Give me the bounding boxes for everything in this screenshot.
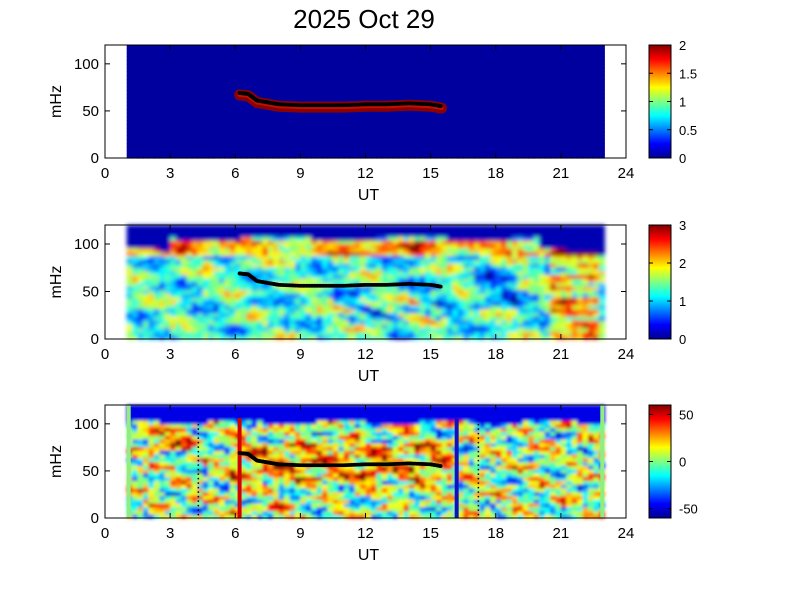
x-axis-label: UT bbox=[358, 187, 380, 204]
page-title: 2025 Oct 29 bbox=[293, 4, 435, 34]
x-axis-label: UT bbox=[358, 368, 380, 385]
panel-1: 0 3 6 9 12 15 18 21 24 0 50 100 UT mHz 0 0.5 1 1.5 2 bbox=[48, 38, 697, 204]
x-tick-label: 0 bbox=[101, 165, 109, 182]
x-tick-label: 18 bbox=[487, 165, 504, 182]
trace-point bbox=[438, 464, 443, 468]
y-tick-label: 50 bbox=[82, 103, 99, 120]
colorbar-tick-label: 50 bbox=[679, 407, 693, 422]
x-tick-label: 24 bbox=[618, 346, 635, 363]
colorbar-tick-label: 0 bbox=[679, 455, 686, 470]
colorbar-tick-label: 0 bbox=[679, 151, 686, 166]
x-tick-label: 9 bbox=[296, 165, 304, 182]
x-tick-label: 24 bbox=[618, 525, 635, 542]
x-tick-label: 9 bbox=[296, 525, 304, 542]
x-tick-label: 21 bbox=[553, 525, 570, 542]
x-tick-label: 21 bbox=[553, 165, 570, 182]
x-tick-label: 6 bbox=[231, 346, 239, 363]
trace bbox=[237, 451, 443, 468]
colorbar: 50 0 -50 bbox=[648, 404, 698, 519]
y-tick-label: 50 bbox=[82, 284, 99, 301]
colorbar-tick-label: 1.5 bbox=[679, 66, 697, 81]
colorbar-tick-label: 1 bbox=[679, 95, 686, 110]
edge-left bbox=[126, 405, 131, 518]
colorbar-tick-label: 1 bbox=[679, 294, 686, 309]
x-tick-label: 15 bbox=[422, 165, 439, 182]
x-tick-label: 0 bbox=[101, 346, 109, 363]
colorbar-tick-label: 0 bbox=[679, 332, 686, 347]
colorbar-tick-label: 0.5 bbox=[679, 123, 697, 138]
x-tick-label: 3 bbox=[166, 165, 174, 182]
x-tick-label: 12 bbox=[357, 346, 374, 363]
y-tick-label: 0 bbox=[91, 150, 99, 167]
trace-point bbox=[438, 284, 443, 289]
x-tick-label: 18 bbox=[487, 525, 504, 542]
y-axis-label: mHz bbox=[48, 266, 65, 299]
x-tick-label: 9 bbox=[296, 346, 304, 363]
x-tick-label: 21 bbox=[553, 346, 570, 363]
y-tick-label: 100 bbox=[74, 56, 99, 73]
x-tick-label: 15 bbox=[422, 525, 439, 542]
x-tick-label: 12 bbox=[357, 525, 374, 542]
heatmap-cells bbox=[126, 225, 605, 340]
y-tick-label: 100 bbox=[74, 416, 99, 433]
colorbar-tick-label: 2 bbox=[679, 38, 686, 53]
y-axis-label: mHz bbox=[48, 445, 65, 478]
colorbar: 0 1 2 3 bbox=[648, 218, 686, 347]
colorbar-tick-label: 2 bbox=[679, 256, 686, 271]
colorbar-gradient bbox=[648, 224, 672, 340]
trace-point bbox=[438, 104, 443, 108]
x-tick-label: 24 bbox=[618, 165, 635, 182]
x-tick-label: 3 bbox=[166, 346, 174, 363]
x-tick-label: 6 bbox=[231, 165, 239, 182]
y-tick-label: 50 bbox=[82, 463, 99, 480]
x-tick-label: 0 bbox=[101, 525, 109, 542]
edge-right bbox=[600, 405, 605, 518]
colorbar-tick-label: -50 bbox=[679, 502, 698, 517]
x-tick-label: 12 bbox=[357, 165, 374, 182]
heatmap-cells bbox=[126, 45, 605, 159]
y-axis-label: mHz bbox=[48, 85, 65, 118]
x-tick-label: 6 bbox=[231, 525, 239, 542]
y-tick-label: 0 bbox=[91, 510, 99, 527]
panel-3: 0 3 6 9 12 15 18 21 24 0 50 100 UT mHz 50 0 -50 bbox=[48, 404, 698, 564]
x-tick-label: 18 bbox=[487, 346, 504, 363]
x-tick-label: 3 bbox=[166, 525, 174, 542]
y-tick-label: 100 bbox=[74, 236, 99, 253]
trace bbox=[237, 271, 443, 289]
colorbar-tick-label: 3 bbox=[679, 218, 686, 233]
x-axis-label: UT bbox=[358, 547, 380, 564]
colorbar: 0 0.5 1 1.5 2 bbox=[648, 38, 697, 166]
y-tick-label: 0 bbox=[91, 331, 99, 348]
x-tick-label: 15 bbox=[422, 346, 439, 363]
trace bbox=[237, 91, 443, 108]
